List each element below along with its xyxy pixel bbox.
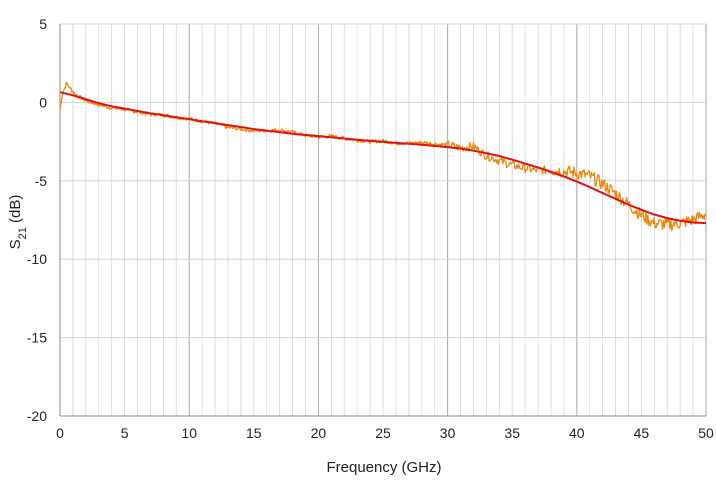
y-tick-label: -15 bbox=[27, 330, 47, 346]
x-tick-label: 45 bbox=[634, 425, 650, 441]
fit-curve-line bbox=[59, 91, 707, 225]
y-tick-label: 5 bbox=[39, 16, 47, 32]
x-tick-label: 25 bbox=[375, 425, 391, 441]
measured-trace-line bbox=[59, 81, 707, 232]
axis-layer bbox=[59, 24, 706, 417]
x-axis-title: Frequency (GHz) bbox=[326, 459, 441, 476]
y-axis-title-main: S bbox=[7, 239, 24, 249]
y-axis-title: S21 (dB) bbox=[7, 195, 29, 250]
x-tick-label: 50 bbox=[698, 425, 714, 441]
x-tick-label: 0 bbox=[56, 425, 64, 441]
x-tick-label: 30 bbox=[440, 425, 456, 441]
x-tick-label: 15 bbox=[246, 425, 262, 441]
x-tick-label: 5 bbox=[121, 425, 129, 441]
series-layer bbox=[59, 81, 707, 232]
y-tick-label: 0 bbox=[39, 94, 47, 110]
y-axis-title-subscript: 21 bbox=[17, 227, 29, 239]
y-tick-label: -10 bbox=[27, 251, 47, 267]
y-axis-title-unit: (dB) bbox=[7, 195, 24, 228]
y-tick-label: -5 bbox=[35, 173, 48, 189]
x-tick-label: 40 bbox=[569, 425, 585, 441]
grid-layer bbox=[60, 23, 707, 417]
x-tick-label: 10 bbox=[181, 425, 197, 441]
x-tick-label: 20 bbox=[311, 425, 327, 441]
x-tick-label: 35 bbox=[504, 425, 520, 441]
y-tick-label: -20 bbox=[27, 408, 47, 424]
